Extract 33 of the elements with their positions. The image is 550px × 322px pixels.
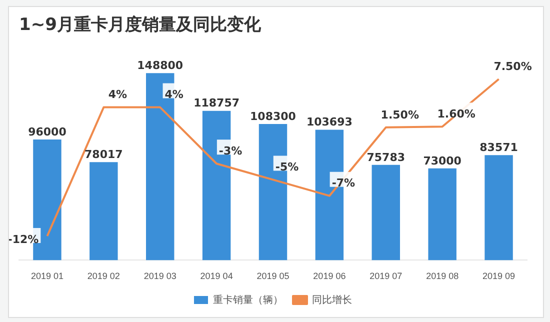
data-label: 1.60% (437, 107, 476, 120)
data-label: 4% (164, 88, 184, 102)
x-tick-label: 2019 06 (313, 271, 346, 282)
bar (90, 162, 118, 260)
data-label: 148800 (137, 58, 184, 72)
x-tick-label: 2019 07 (370, 271, 402, 282)
data-label: -3% (218, 144, 242, 158)
x-tick-label: 2019 08 (426, 271, 459, 282)
x-tick-label: 2019 02 (87, 271, 120, 282)
legend-label: 重卡销量（辆） (213, 294, 283, 306)
data-label: 103693 (306, 116, 352, 129)
data-label: 7.50% (494, 60, 532, 73)
data-label: 108300 (250, 110, 296, 123)
data-label: -7% (332, 176, 356, 190)
bar (428, 168, 456, 260)
data-label: 1.50% (380, 108, 419, 122)
x-tick-label: 2019 09 (482, 271, 516, 282)
x-tick-label: 2019 05 (256, 271, 290, 282)
data-label: 73000 (423, 154, 462, 168)
chart-title: 1~9月重卡月度销量及同比变化 (19, 14, 261, 36)
data-label: 4% (108, 88, 128, 102)
bar (372, 164, 400, 260)
x-tick-label: 2019 01 (30, 271, 64, 282)
data-label: 118757 (194, 96, 240, 110)
data-label: -5% (275, 160, 299, 174)
bar (484, 155, 513, 260)
x-tick-label: 2019 04 (200, 271, 233, 282)
data-label: 75783 (366, 150, 406, 164)
data-label: 78017 (84, 148, 123, 161)
data-label: 96000 (28, 125, 67, 138)
x-tick-label: 2019 03 (144, 271, 176, 282)
legend-label: 同比增长 (312, 294, 352, 306)
data-label: 83571 (480, 140, 518, 154)
